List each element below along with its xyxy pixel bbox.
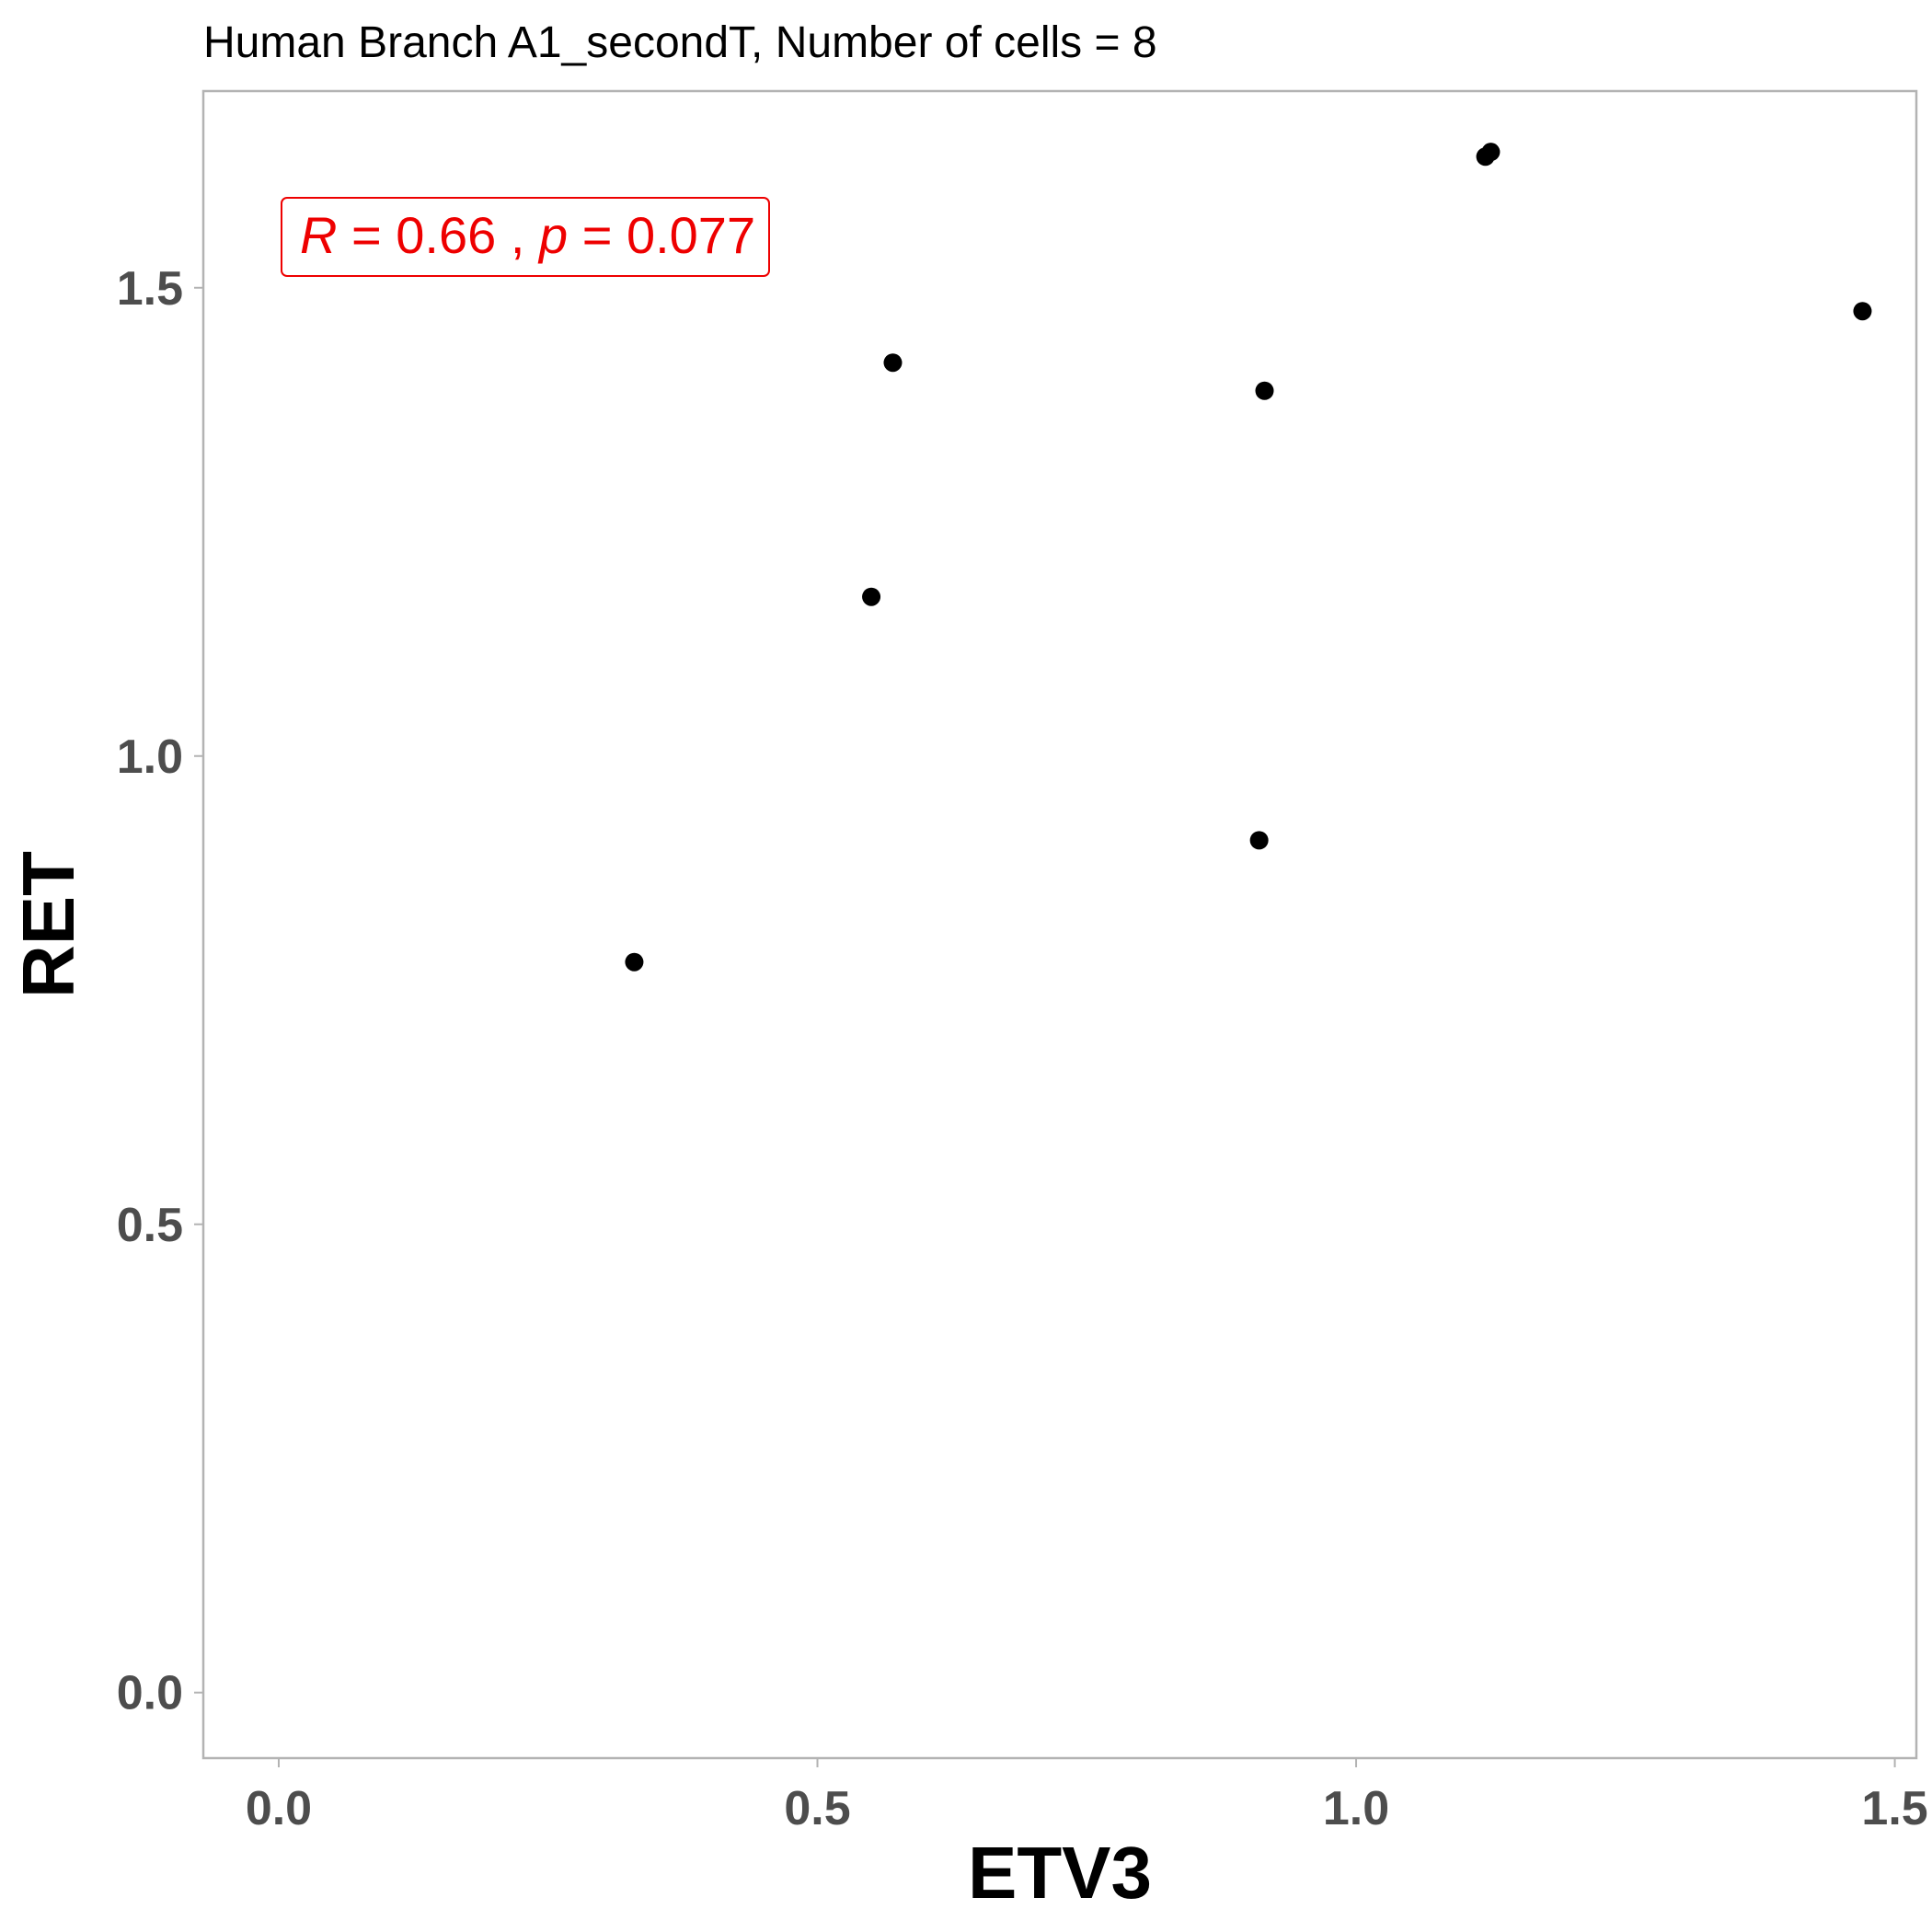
y-axis-title: RET — [7, 851, 89, 998]
annotation-text: R = 0.66 , p = 0.077 — [300, 206, 755, 264]
y-tick-label: 1.5 — [117, 262, 183, 316]
data-point — [1853, 302, 1872, 321]
y-tick-label: 1.0 — [117, 730, 183, 784]
chart-title: Human Branch A1_secondT, Number of cells… — [203, 18, 1157, 67]
p-value: 0.077 — [627, 206, 755, 264]
annotation-box — [281, 197, 770, 277]
p-equals: = — [582, 206, 627, 264]
plot-panel — [201, 89, 1918, 1760]
x-tick-label: 1.5 — [1861, 1782, 1927, 1835]
data-point — [862, 587, 881, 606]
data-point — [883, 353, 903, 373]
data-point — [1481, 143, 1501, 162]
y-tick-label: 0.0 — [117, 1667, 183, 1720]
data-point — [625, 952, 644, 972]
x-axis-ticks: 0.0 0.5 1.0 1.5 — [246, 1758, 1928, 1835]
data-point — [1249, 831, 1269, 850]
r-equals: = — [351, 206, 396, 264]
data-point — [1255, 381, 1274, 400]
r-label: R — [300, 206, 337, 264]
x-tick-label: 0.0 — [246, 1782, 312, 1835]
correlation-annotation: R = 0.66 , p = 0.077 — [281, 197, 770, 277]
p-label: p — [537, 206, 568, 264]
x-axis-title: ETV3 — [968, 1832, 1152, 1914]
y-axis-ticks: 0.0 0.5 1.0 1.5 — [117, 262, 203, 1720]
r-value: 0.66 — [396, 206, 496, 264]
separator: , — [511, 206, 539, 264]
x-tick-label: 0.5 — [784, 1782, 850, 1835]
y-tick-label: 0.5 — [117, 1199, 183, 1252]
data-points — [625, 143, 1872, 972]
x-tick-label: 1.0 — [1323, 1782, 1389, 1835]
